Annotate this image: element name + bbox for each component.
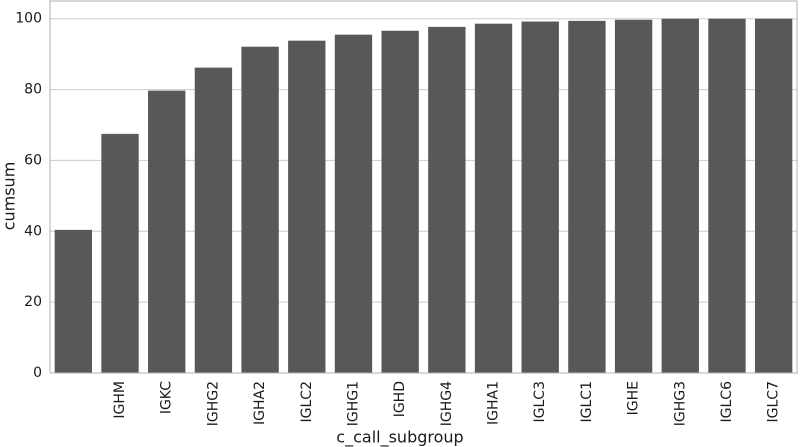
- y-axis-label: cumsum: [0, 162, 19, 231]
- bar: [194, 67, 233, 373]
- bar: [54, 229, 93, 373]
- bar: [241, 46, 279, 374]
- y-tick-label: 80: [24, 82, 42, 98]
- x-tick-label: IGHE: [626, 381, 642, 415]
- x-tick-label: IGLC7: [766, 381, 782, 422]
- bar: [428, 26, 466, 374]
- bar: [288, 40, 326, 374]
- x-tick-label: IGHG2: [205, 381, 221, 426]
- x-tick-label: IGHD: [392, 381, 408, 417]
- x-tick-label: IGHG4: [439, 381, 455, 426]
- bar: [708, 18, 746, 373]
- x-tick-label: IGLC1: [579, 381, 595, 422]
- bar: [101, 133, 139, 373]
- y-tick-label: 40: [24, 223, 42, 239]
- x-tick-label: IGHG3: [672, 381, 688, 426]
- x-tick-label: IGHA2: [252, 381, 268, 425]
- x-axis-label: c_call_subgroup: [336, 428, 463, 447]
- x-tick-label: IGLC6: [719, 381, 735, 423]
- y-tick-label: 0: [33, 365, 42, 381]
- bar: [474, 23, 513, 373]
- bar: [661, 18, 699, 373]
- x-tick-label: IGKC: [159, 381, 175, 414]
- x-tick-label: IGHA1: [486, 381, 502, 425]
- y-tick-label: 100: [15, 11, 42, 27]
- x-tick-label: IGHM: [112, 381, 128, 419]
- bar: [334, 34, 373, 374]
- x-tick-label: IGLC2: [299, 381, 315, 422]
- y-tick-label: 20: [24, 294, 42, 310]
- bar: [614, 19, 653, 374]
- y-tick-label: 60: [24, 152, 42, 168]
- bar: [754, 18, 793, 373]
- x-tick-label: IGLC3: [532, 381, 548, 422]
- bar: [381, 30, 419, 373]
- bar: [568, 20, 606, 374]
- x-tick-label: IGHG1: [345, 381, 361, 426]
- bar: [148, 90, 186, 374]
- plot-frame: [49, 0, 798, 374]
- bar: [521, 21, 559, 373]
